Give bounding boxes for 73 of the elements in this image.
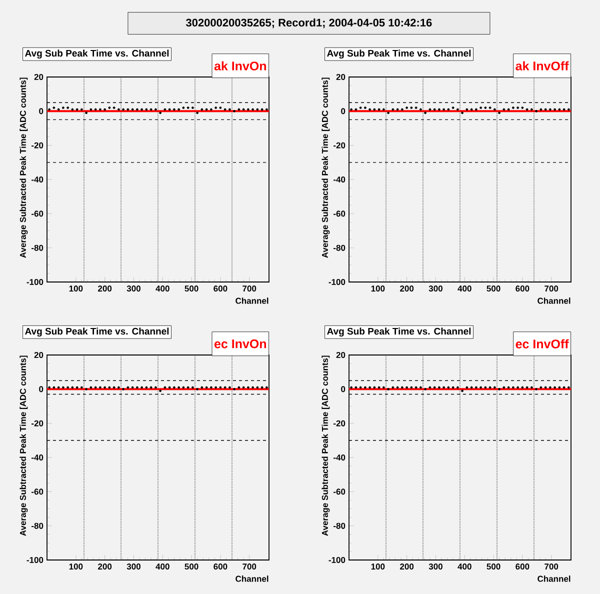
x-tick-label: 200 [400,564,414,570]
x-tick-label: 400 [458,286,472,292]
y-tick-label: -40 [334,454,346,460]
y-tick-label: -100 [26,278,44,285]
x-tick-label: 300 [126,286,140,292]
y-axis-title: Average Subtracted Peak Time [ADC counts] [20,78,28,258]
x-tick-label: 600 [516,564,530,570]
y-tick-label: 20 [34,352,44,358]
x-tick-label: 700 [242,286,256,292]
y-tick-label: -40 [32,176,44,182]
x-tick-label: 500 [486,564,500,570]
y-tick-label: -100 [328,556,346,563]
y-tick-label: -60 [334,210,346,217]
x-tick-label: 500 [184,564,198,570]
y-tick-label: 0 [39,386,44,392]
x-axis-title: Channel [538,576,570,582]
y-tick-label: -80 [334,244,346,251]
x-tick-label: 100 [371,564,385,570]
y-tick-label: -40 [334,176,346,182]
y-tick-label: 20 [336,352,346,358]
x-tick-label: 400 [156,286,170,292]
x-tick-label: 100 [69,564,83,570]
y-tick-label: 0 [39,108,44,114]
x-tick-label: 300 [428,286,442,292]
y-axis-title: Average Subtracted Peak Time [ADC counts] [322,356,330,536]
x-axis-title: Channel [236,298,268,304]
chart-title: Avg Sub Peak Time vs. Channel [327,50,471,59]
x-tick-label: 200 [98,286,112,292]
text: 30200020035265; Record1; 2004-04-05 10:42:16 [186,18,432,28]
text: ak InvOn [214,61,266,70]
y-tick-label: -100 [26,556,44,563]
y-tick-label: -20 [334,142,346,148]
y-tick-label: -40 [32,454,44,460]
chart-title: Avg Sub Peak Time vs. Channel [25,328,169,337]
x-tick-label: 300 [428,564,442,570]
x-tick-label: 400 [156,564,170,570]
y-tick-label: -60 [32,210,44,217]
chart-title: Avg Sub Peak Time vs. Channel [327,328,471,337]
x-axis-title: Channel [236,576,268,582]
y-tick-label: -80 [32,244,44,251]
x-tick-label: 700 [544,286,558,292]
chart-title: Avg Sub Peak Time vs. Channel [25,50,169,59]
y-tick-label: 20 [336,74,346,80]
text: ec InvOff [516,339,569,348]
y-axis-title: Average Subtracted Peak Time [ADC counts] [322,78,330,258]
y-axis-title: Average Subtracted Peak Time [ADC counts] [20,356,28,536]
y-tick-label: -80 [334,522,346,529]
y-tick-label: 0 [341,386,346,392]
x-tick-label: 400 [458,564,472,570]
x-tick-label: 500 [184,286,198,292]
y-tick-label: 20 [34,74,44,80]
x-tick-label: 200 [98,564,112,570]
y-tick-label: -20 [334,420,346,426]
y-tick-label: -60 [334,488,346,495]
x-tick-label: 600 [516,286,530,292]
x-tick-label: 100 [69,286,83,292]
y-tick-label: -60 [32,488,44,495]
x-tick-label: 300 [126,564,140,570]
x-tick-label: 500 [486,286,500,292]
x-tick-label: 100 [371,286,385,292]
x-tick-label: 200 [400,286,414,292]
x-tick-label: 600 [214,564,228,570]
text: ak InvOff [516,61,569,70]
x-tick-label: 700 [242,564,256,570]
x-tick-label: 700 [544,564,558,570]
y-tick-label: -100 [328,278,346,285]
y-tick-label: -20 [32,420,44,426]
y-tick-label: -80 [32,522,44,529]
y-tick-label: -20 [32,142,44,148]
x-tick-label: 600 [214,286,228,292]
text: ec InvOn [214,339,266,348]
x-axis-title: Channel [538,298,570,304]
y-tick-label: 0 [341,108,346,114]
